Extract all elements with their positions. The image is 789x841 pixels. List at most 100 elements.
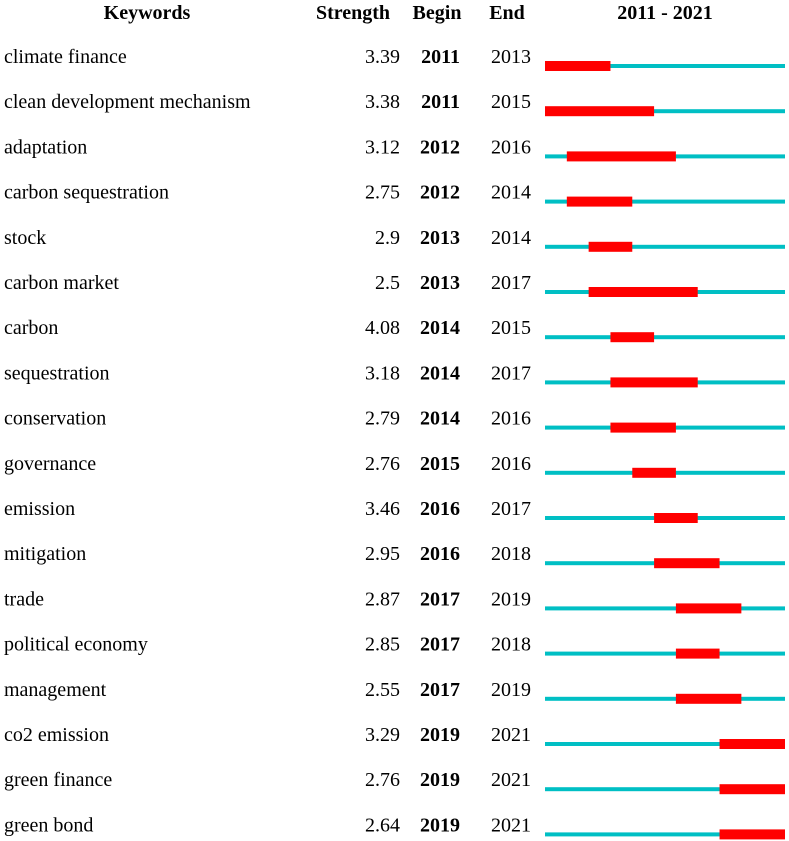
- strength-value: 2.75: [365, 182, 400, 204]
- keyword-label: conservation: [4, 408, 106, 430]
- end-year: 2016: [491, 136, 531, 158]
- begin-year: 2011: [421, 46, 460, 68]
- end-year: 2018: [491, 543, 531, 565]
- keyword-label: climate finance: [4, 46, 127, 68]
- table-row: conservation 2.79 2014 2016: [4, 408, 785, 433]
- begin-year: 2013: [420, 227, 460, 249]
- keyword-label: political economy: [4, 634, 148, 656]
- burst-bar: [675, 693, 742, 704]
- timeline-line: [545, 335, 785, 340]
- end-year: 2019: [491, 679, 531, 701]
- burst-bar: [566, 196, 633, 207]
- timeline-line: [545, 651, 785, 656]
- begin-year: 2019: [420, 724, 460, 746]
- strength-value: 2.85: [365, 634, 400, 656]
- strength-value: 4.08: [365, 317, 400, 339]
- burst-bar: [719, 829, 785, 840]
- strength-value: 3.46: [365, 498, 400, 520]
- strength-value: 2.5: [375, 272, 400, 294]
- burst-bar: [719, 739, 785, 749]
- timeline-line: [545, 606, 785, 611]
- end-year: 2018: [491, 634, 531, 656]
- burst-bar: [654, 558, 720, 569]
- end-year: 2019: [491, 588, 531, 610]
- timeline-line: [545, 199, 785, 204]
- keyword-label: clean development mechanism: [4, 91, 251, 113]
- table-row: clean development mechanism 3.38 2011 2015: [4, 91, 785, 117]
- end-year: 2015: [491, 317, 531, 339]
- burst-bar: [675, 648, 720, 659]
- header-end: End: [489, 2, 525, 24]
- burst-bar: [654, 513, 698, 523]
- end-year: 2017: [491, 498, 531, 520]
- end-year: 2014: [491, 227, 531, 249]
- burst-bar: [545, 61, 611, 71]
- table-row: carbon market 2.5 2013 2017: [4, 272, 785, 297]
- table-row: trade 2.87 2017 2019: [4, 588, 785, 614]
- begin-year: 2014: [420, 408, 460, 430]
- keyword-label: management: [4, 679, 107, 701]
- table-row: green finance 2.76 2019 2021: [4, 769, 785, 795]
- timeline-line: [545, 696, 785, 701]
- burst-bar: [610, 332, 655, 343]
- begin-year: 2019: [420, 814, 460, 836]
- table-row: climate finance 3.39 2011 2013: [4, 46, 785, 71]
- end-year: 2021: [491, 814, 531, 836]
- end-year: 2017: [491, 362, 531, 384]
- begin-year: 2014: [420, 362, 460, 384]
- strength-value: 2.87: [365, 588, 400, 610]
- burst-bar: [545, 106, 655, 117]
- table-row: green bond 2.64 2019 2021: [4, 814, 785, 840]
- header-row: Keywords Strength Begin End 2011 - 2021: [104, 2, 713, 24]
- keyword-label: carbon sequestration: [4, 182, 169, 204]
- begin-year: 2016: [420, 498, 460, 520]
- table-row: stock 2.9 2013 2014: [4, 227, 785, 252]
- table-row: political economy 2.85 2017 2018: [4, 634, 785, 659]
- begin-year: 2017: [420, 588, 460, 610]
- keyword-label: mitigation: [4, 543, 86, 565]
- end-year: 2016: [491, 453, 531, 475]
- timeline-line: [545, 832, 785, 837]
- end-year: 2017: [491, 272, 531, 294]
- table-row: emission 3.46 2016 2017: [4, 498, 785, 523]
- begin-year: 2015: [420, 453, 460, 475]
- begin-year: 2014: [420, 317, 460, 339]
- timeline-line: [545, 742, 785, 746]
- end-year: 2021: [491, 769, 531, 791]
- strength-value: 3.38: [365, 91, 400, 113]
- table-row: sequestration 3.18 2014 2017: [4, 362, 785, 388]
- strength-value: 3.18: [365, 362, 400, 384]
- keyword-label: green bond: [4, 814, 93, 836]
- timeline-line: [545, 64, 785, 68]
- keyword-label: sequestration: [4, 362, 110, 384]
- begin-year: 2012: [420, 136, 460, 158]
- keyword-label: trade: [4, 588, 44, 610]
- burst-bar: [588, 241, 633, 252]
- begin-year: 2016: [420, 543, 460, 565]
- keyword-label: stock: [4, 227, 46, 249]
- begin-year: 2017: [420, 634, 460, 656]
- table-row: mitigation 2.95 2016 2018: [4, 543, 785, 569]
- keyword-label: green finance: [4, 769, 112, 791]
- begin-year: 2017: [420, 679, 460, 701]
- keyword-label: co2 emission: [4, 724, 109, 746]
- burst-bar: [588, 287, 698, 297]
- table-row: carbon sequestration 2.75 2012 2014: [4, 182, 785, 207]
- table-row: carbon 4.08 2014 2015: [4, 317, 785, 343]
- keyword-label: emission: [4, 498, 75, 520]
- strength-value: 2.76: [365, 453, 400, 475]
- end-year: 2013: [491, 46, 531, 68]
- strength-value: 2.64: [365, 814, 400, 836]
- begin-year: 2011: [421, 91, 460, 113]
- strength-value: 2.79: [365, 408, 400, 430]
- strength-value: 2.76: [365, 769, 400, 791]
- burst-bar: [610, 422, 676, 433]
- strength-value: 3.39: [365, 46, 400, 68]
- burst-bar: [632, 467, 676, 478]
- end-year: 2015: [491, 91, 531, 113]
- begin-year: 2019: [420, 769, 460, 791]
- header-keywords: Keywords: [104, 2, 191, 24]
- burst-bar: [675, 603, 742, 614]
- header-range: 2011 - 2021: [617, 2, 713, 24]
